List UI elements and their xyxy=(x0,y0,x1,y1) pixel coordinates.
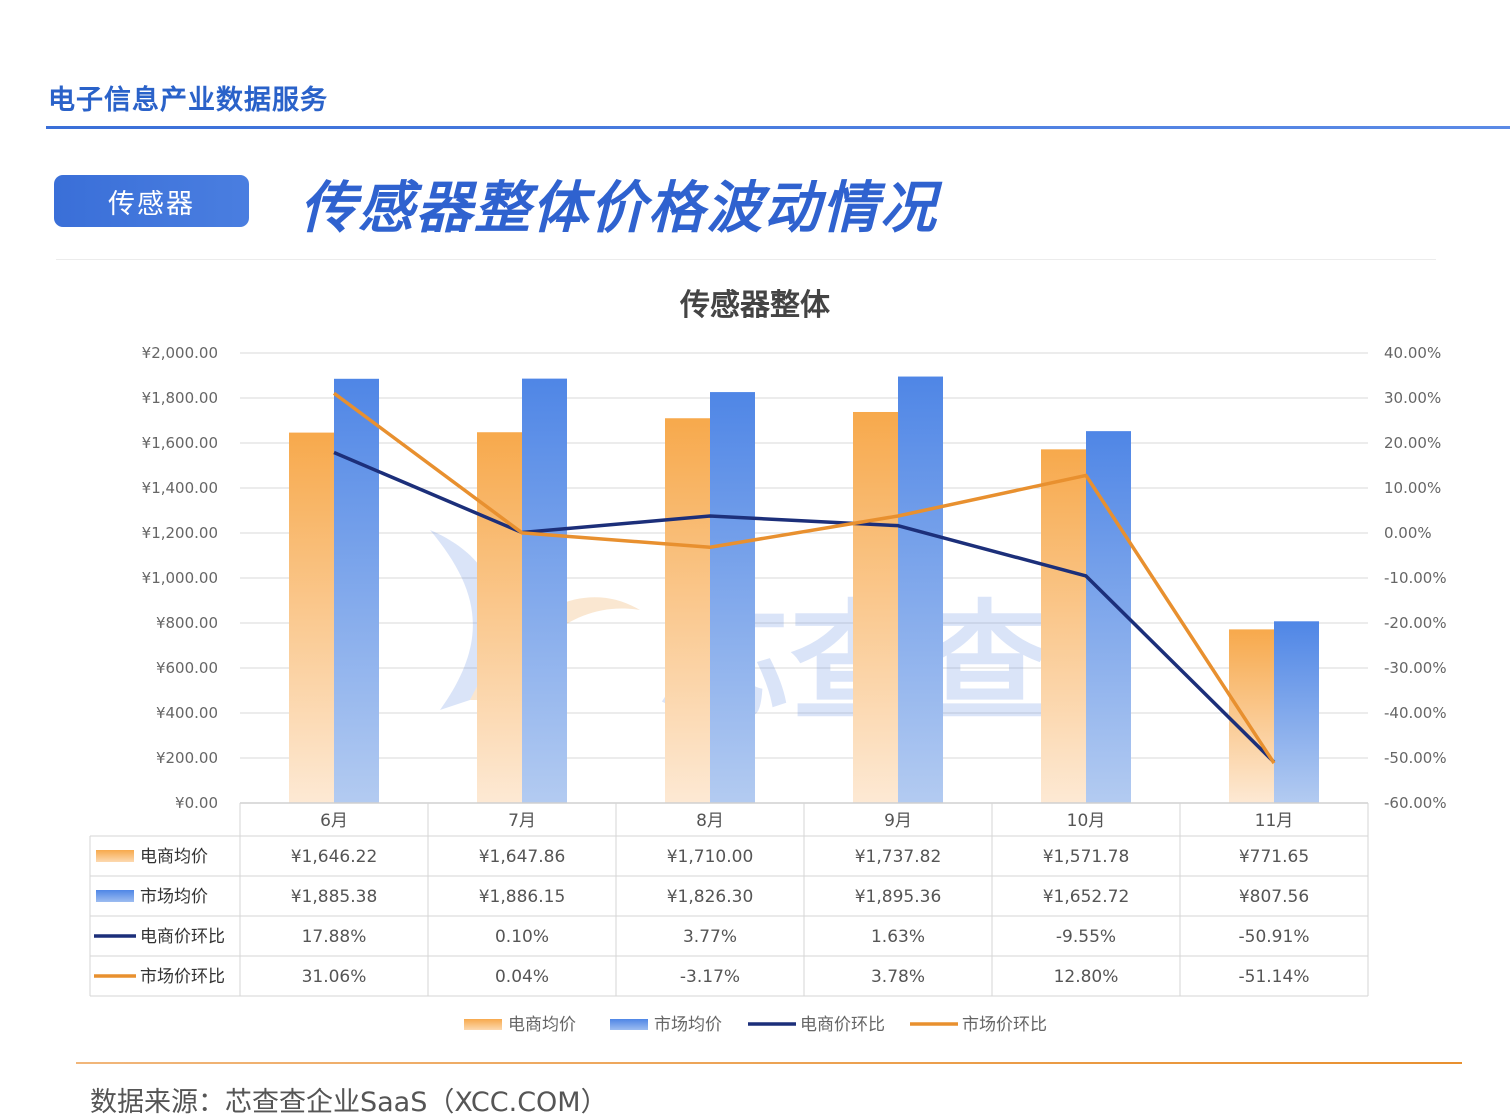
footer-divider xyxy=(76,1062,1462,1064)
bar-market-avg xyxy=(334,378,379,803)
table-key-swatch xyxy=(96,890,134,902)
table-cell: 3.77% xyxy=(683,927,737,947)
x-tick-label: 8月 xyxy=(696,811,724,831)
table-cell: ¥1,647.86 xyxy=(479,847,566,867)
x-tick-label: 7月 xyxy=(508,811,536,831)
table-row-header: 电商均价 xyxy=(140,847,208,867)
y-right-tick-label: -50.00% xyxy=(1384,749,1447,767)
table-key-swatch xyxy=(96,850,134,862)
bar-market-avg xyxy=(710,392,755,803)
y-left-tick-label: ¥1,000.00 xyxy=(142,569,218,587)
table-cell: ¥1,710.00 xyxy=(667,847,754,867)
page-title: 传感器整体价格波动情况 xyxy=(300,176,938,241)
bar-ecommerce-avg xyxy=(1041,449,1086,803)
table-cell: 31.06% xyxy=(302,967,367,987)
table-cell: ¥1,886.15 xyxy=(479,887,566,907)
y-right-tick-label: -40.00% xyxy=(1384,704,1447,722)
table-cell: -9.55% xyxy=(1056,927,1116,947)
x-tick-label: 6月 xyxy=(320,811,348,831)
y-right-tick-label: 0.00% xyxy=(1384,524,1432,542)
x-tick-label: 10月 xyxy=(1067,811,1106,831)
table-cell: 12.80% xyxy=(1054,967,1119,987)
y-left-tick-label: ¥200.00 xyxy=(156,749,218,767)
table-cell: ¥807.56 xyxy=(1239,887,1309,907)
y-left-tick-label: ¥2,000.00 xyxy=(142,344,218,362)
table-cell: ¥1,571.78 xyxy=(1043,847,1130,867)
legend-label: 电商均价 xyxy=(508,1015,576,1035)
legend-swatch xyxy=(610,1019,648,1030)
table-cell: 1.63% xyxy=(871,927,925,947)
table-cell: ¥1,646.22 xyxy=(291,847,378,867)
y-right-tick-label: -10.00% xyxy=(1384,569,1447,587)
bar-market-avg xyxy=(1086,431,1131,803)
line-market-mom xyxy=(332,391,1276,765)
bar-market-avg xyxy=(898,376,943,803)
bar-ecommerce-avg xyxy=(477,432,522,803)
table-cell: -50.91% xyxy=(1239,927,1310,947)
y-right-tick-label: -30.00% xyxy=(1384,659,1447,677)
data-source: 数据来源：芯查查企业SaaS（XCC.COM） xyxy=(90,1087,608,1118)
legend-swatch xyxy=(464,1019,502,1030)
category-tag: 传感器 xyxy=(54,175,249,227)
table-cell: -3.17% xyxy=(680,967,740,987)
y-right-tick-label: 20.00% xyxy=(1384,434,1441,452)
table-cell: ¥1,737.82 xyxy=(855,847,942,867)
y-left-tick-label: ¥0.00 xyxy=(175,794,218,812)
y-left-tick-label: ¥1,400.00 xyxy=(142,479,218,497)
y-left-tick-label: ¥400.00 xyxy=(156,704,218,722)
table-cell: 0.10% xyxy=(495,927,549,947)
y-right-tick-label: -60.00% xyxy=(1384,794,1447,812)
table-cell: 0.04% xyxy=(495,967,549,987)
legend-label: 市场均价 xyxy=(654,1015,722,1035)
y-left-tick-label: ¥1,600.00 xyxy=(142,434,218,452)
table-cell: 3.78% xyxy=(871,967,925,987)
bar-ecommerce-avg xyxy=(665,418,710,803)
legend-label: 市场价环比 xyxy=(962,1015,1047,1035)
table-cell: ¥1,895.36 xyxy=(855,887,942,907)
bar-market-avg xyxy=(522,378,567,803)
table-row-header: 市场均价 xyxy=(140,887,208,907)
table-cell: ¥1,652.72 xyxy=(1043,887,1130,907)
table-row-header: 电商价环比 xyxy=(140,927,225,947)
title-divider xyxy=(56,259,1436,260)
y-right-tick-label: 10.00% xyxy=(1384,479,1441,497)
y-left-tick-label: ¥800.00 xyxy=(156,614,218,632)
table-cell: 17.88% xyxy=(302,927,367,947)
bar-market-avg xyxy=(1274,621,1319,803)
x-tick-label: 9月 xyxy=(884,811,912,831)
y-right-tick-label: 40.00% xyxy=(1384,344,1441,362)
bar-ecommerce-avg xyxy=(853,411,898,803)
y-left-tick-label: ¥1,800.00 xyxy=(142,389,218,407)
table-row-header: 市场价环比 xyxy=(140,967,225,987)
bar-ecommerce-avg xyxy=(289,432,334,803)
chart-title: 传感器整体 xyxy=(680,288,830,323)
y-left-tick-label: ¥600.00 xyxy=(156,659,218,677)
table-cell: ¥771.65 xyxy=(1239,847,1309,867)
header-divider xyxy=(46,126,1510,129)
line-ecommerce-mom xyxy=(333,450,1276,764)
table-cell: -51.14% xyxy=(1239,967,1310,987)
x-tick-label: 11月 xyxy=(1255,811,1294,831)
y-left-tick-label: ¥1,200.00 xyxy=(142,524,218,542)
table-cell: ¥1,885.38 xyxy=(291,887,378,907)
bar-ecommerce-avg xyxy=(1229,629,1274,803)
legend-label: 电商价环比 xyxy=(800,1015,885,1035)
header-title: 电子信息产业数据服务 xyxy=(48,85,328,116)
y-right-tick-label: 30.00% xyxy=(1384,389,1441,407)
y-right-tick-label: -20.00% xyxy=(1384,614,1447,632)
table-cell: ¥1,826.30 xyxy=(667,887,754,907)
